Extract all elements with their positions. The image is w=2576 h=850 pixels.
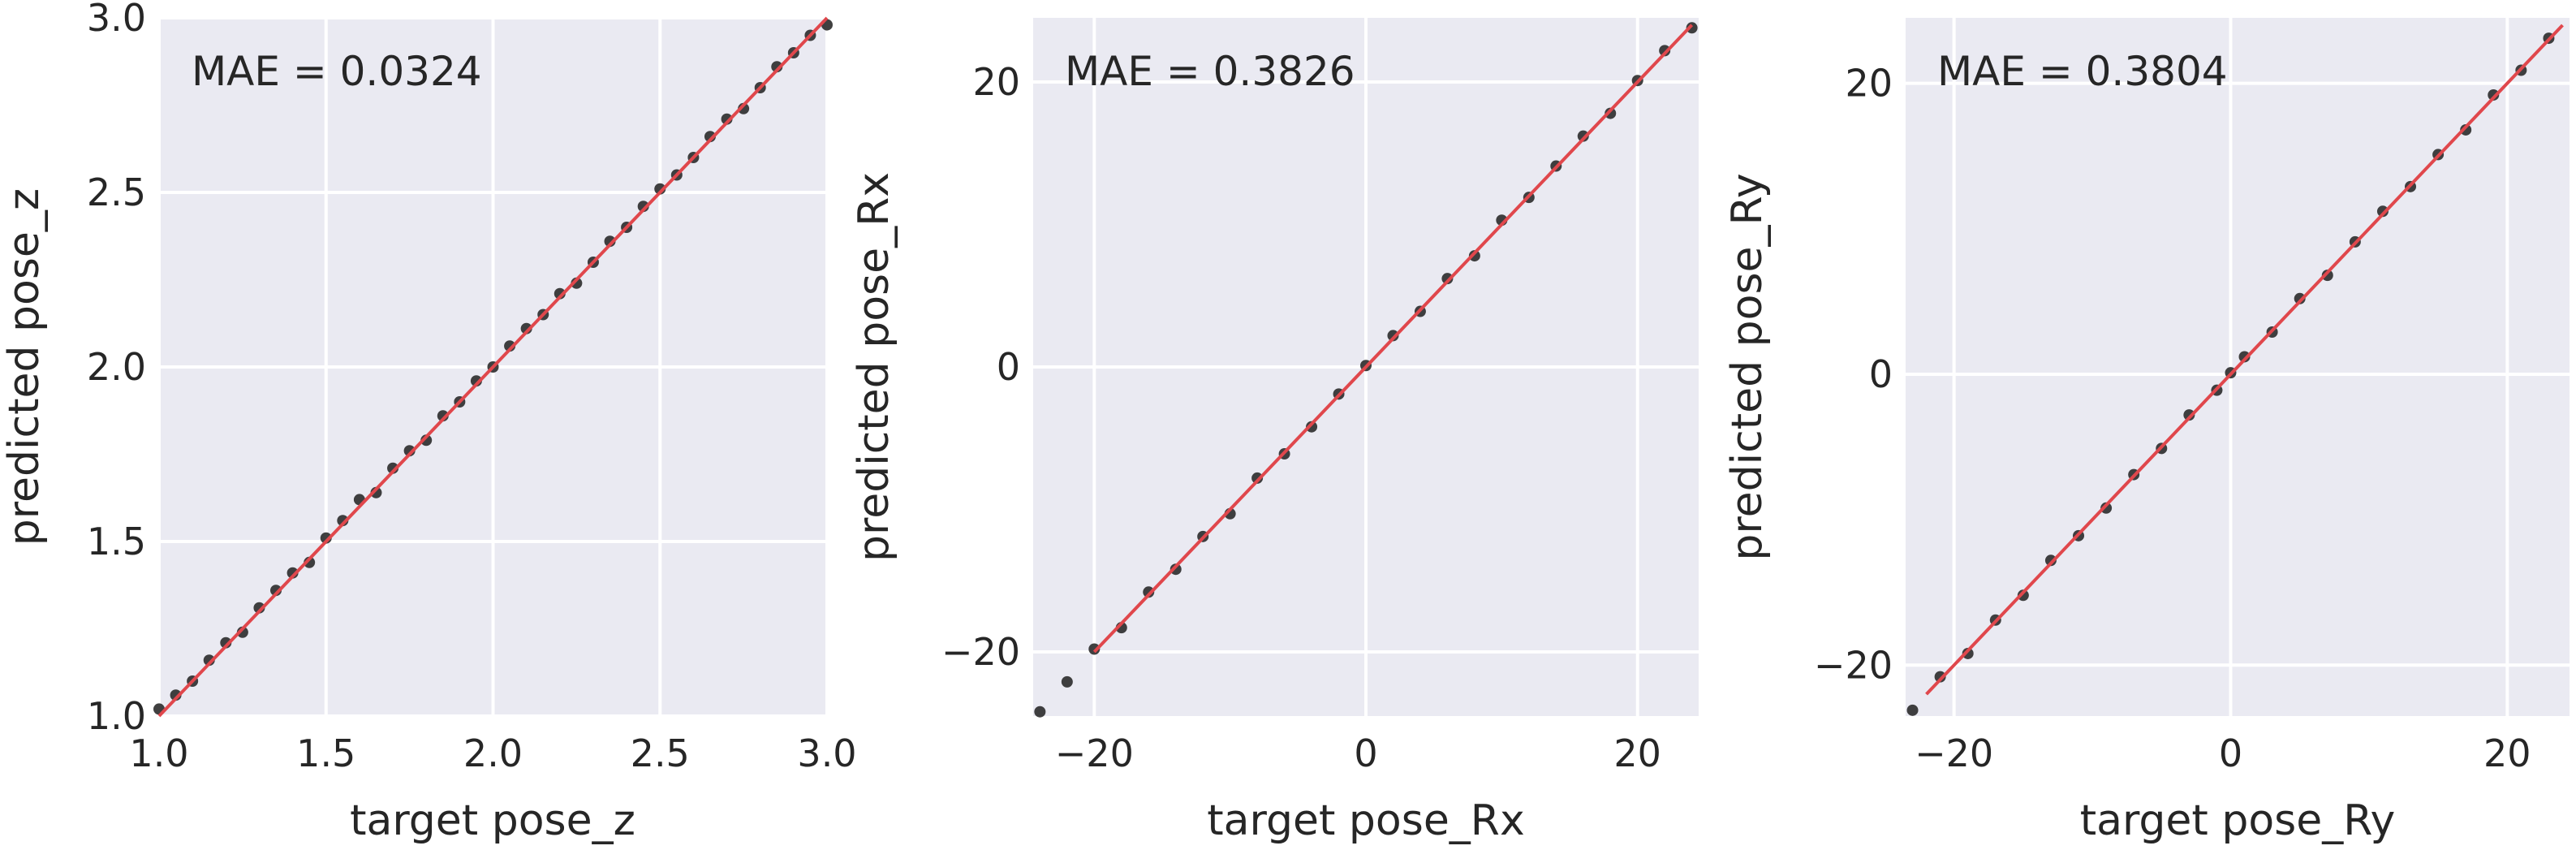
- x-tick-label: −20: [1055, 731, 1134, 775]
- x-tick-label: 20: [2483, 731, 2531, 775]
- tick-labels: −20 0 20 −20 0 20: [941, 60, 1661, 775]
- y-axis-label: predicted pose_z: [0, 188, 49, 546]
- data-point: [1306, 421, 1318, 433]
- data-point: [1143, 586, 1155, 598]
- data-point: [2017, 589, 2029, 602]
- data-point: [1088, 643, 1101, 655]
- y-tick-label: 2.0: [87, 345, 146, 389]
- data-point: [2044, 554, 2057, 567]
- x-tick-label: −20: [1915, 731, 1993, 775]
- x-axis-label: target pose_Ry: [2080, 796, 2396, 845]
- y-tick-label: 0: [1869, 352, 1893, 396]
- data-point: [2321, 270, 2333, 282]
- data-point: [1061, 675, 1073, 688]
- data-point: [2488, 88, 2500, 101]
- data-point: [2238, 351, 2251, 363]
- plot-panel-pose-ry: −20 0 20 −20 0 20 MAE = 0.3804 target pose_Ry…: [1723, 18, 2570, 845]
- y-tick-label: −20: [1814, 643, 1893, 687]
- data-point: [1170, 563, 1182, 576]
- data-point: [1605, 107, 1617, 119]
- mae-annotation: MAE = 0.0324: [192, 48, 482, 95]
- fit-line: [1092, 24, 1694, 654]
- data-point: [1962, 647, 1974, 659]
- y-tick-label: 20: [972, 60, 1020, 104]
- data-point: [1934, 671, 1946, 683]
- fit-line-segment: [1092, 24, 1694, 654]
- x-tick-label: 2.5: [631, 731, 690, 775]
- data-point: [1906, 704, 1919, 716]
- y-tick-label: 0: [997, 345, 1020, 389]
- data-point: [2100, 502, 2113, 514]
- x-tick-label: 1.5: [296, 731, 355, 775]
- x-tick-label: 2.0: [463, 731, 523, 775]
- x-tick-label: 1.0: [129, 731, 188, 775]
- x-tick-label: 0: [2219, 731, 2242, 775]
- y-tick-label: 1.5: [87, 520, 146, 563]
- data-point: [1468, 250, 1480, 262]
- x-tick-label: 3.0: [797, 731, 856, 775]
- y-tick-label: −20: [941, 630, 1020, 674]
- x-axis-label: target pose_z: [350, 796, 635, 845]
- data-point: [1577, 130, 1589, 142]
- data-point: [2294, 292, 2306, 304]
- fit-line: [157, 16, 829, 718]
- mae-annotation: MAE = 0.3804: [1937, 48, 2228, 95]
- x-tick-label: 20: [1613, 731, 1661, 775]
- fit-line: [1925, 24, 2564, 696]
- y-tick-label: 1.0: [87, 694, 146, 738]
- data-point: [2376, 205, 2389, 218]
- x-tick-label: 0: [1354, 731, 1377, 775]
- data-point: [1659, 45, 1671, 57]
- data-point: [1387, 330, 1399, 342]
- tick-labels: −20 0 20 −20 0 20: [1814, 62, 2531, 775]
- y-tick-label: 2.5: [87, 170, 146, 214]
- fit-line-segment: [157, 16, 829, 718]
- data-point: [2183, 409, 2195, 421]
- data-point: [2460, 123, 2472, 136]
- y-axis-label: predicted pose_Rx: [850, 172, 898, 562]
- y-tick-label: 20: [1845, 62, 1893, 106]
- fit-line-segment: [1925, 24, 2564, 696]
- tick-labels: 1.0 1.5 2.0 2.5 3.0 1.0 1.5 2.0 2.5 3.0: [87, 0, 857, 775]
- data-point: [1034, 705, 1046, 718]
- plot-panel-pose-z: 1.0 1.5 2.0 2.5 3.0 1.0 1.5 2.0 2.5 3.0 MAE = 0.0…: [0, 0, 857, 845]
- data-point: [1441, 273, 1454, 285]
- mae-annotation: MAE = 0.3826: [1065, 48, 1355, 95]
- plot-panel-pose-rx: −20 0 20 −20 0 20 MAE = 0.3826 target pose_Rx…: [850, 18, 1699, 845]
- y-axis-label: predicted pose_Ry: [1723, 173, 1772, 560]
- x-axis-label: target pose_Rx: [1207, 796, 1524, 845]
- y-tick-label: 3.0: [87, 0, 146, 40]
- data-point: [1686, 22, 1698, 34]
- grid-lines: [1906, 18, 2570, 716]
- data-point: [1251, 472, 1264, 484]
